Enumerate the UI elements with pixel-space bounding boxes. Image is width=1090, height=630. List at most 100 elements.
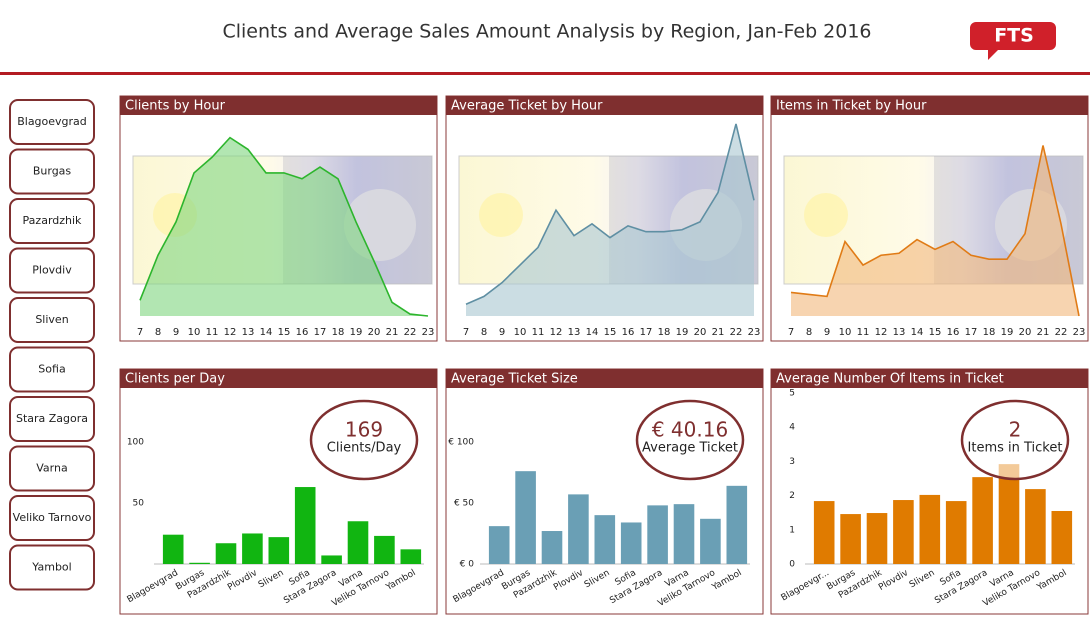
region-button[interactable]: Sofia — [9, 346, 95, 393]
bar — [813, 501, 835, 564]
region-button[interactable]: Burgas — [9, 148, 95, 195]
region-button[interactable]: Varna — [9, 445, 95, 492]
annotation-value: € 40.16 — [652, 418, 728, 442]
chart-panel: Average Ticket by Hour 7 8 9 10 11 12 13 14 15 16 1… — [445, 95, 764, 342]
x-tick-label: 22 — [404, 327, 417, 338]
panel-header — [120, 96, 437, 115]
line — [465, 123, 755, 305]
x-tick-label: 10 — [839, 327, 852, 338]
bar — [242, 533, 263, 564]
button-label[interactable]: Yambol — [31, 561, 71, 574]
bar — [594, 515, 616, 564]
y-tick-label: 50 — [133, 498, 145, 508]
bar — [374, 535, 395, 564]
panel-header — [446, 96, 763, 115]
button-frame[interactable] — [9, 346, 95, 393]
x-tick-label: 11 — [532, 327, 545, 338]
region-button[interactable]: Plovdiv — [9, 247, 95, 294]
x-tick-label: 12 — [224, 327, 237, 338]
bar — [347, 521, 369, 564]
button-frame[interactable] — [9, 495, 95, 541]
x-tick-label: 23 — [422, 327, 435, 338]
chart-panel: Items in Ticket by Hour 7 8 9 10 11 12 13 14 15 16… — [770, 95, 1089, 342]
x-tick-label: 17 — [314, 327, 327, 338]
button-label[interactable]: Stara Zagora — [16, 412, 88, 425]
x-tick-label: 15 — [278, 327, 291, 338]
button-frame[interactable] — [9, 445, 95, 492]
chart-panel: Clients per Day50100BlagoevgradBurgasPaz… — [119, 368, 438, 615]
panel-title: Clients by Hour — [125, 99, 226, 114]
x-tick-label: 19 — [676, 327, 689, 338]
bar — [321, 555, 342, 564]
bar — [568, 494, 589, 564]
region-button[interactable]: Pazardzhik — [9, 198, 95, 244]
bar — [945, 501, 967, 564]
button-frame[interactable] — [9, 297, 95, 343]
x-tick-label: 13 — [568, 327, 581, 338]
x-tick-label: 18 — [983, 327, 996, 338]
button-label[interactable]: Burgas — [33, 165, 72, 178]
x-tick-label: 17 — [965, 327, 978, 338]
bar — [620, 522, 642, 564]
bar — [541, 531, 563, 564]
area — [466, 123, 754, 316]
annotation-ring — [960, 399, 1070, 481]
region-button[interactable]: Stara Zagora — [9, 396, 95, 442]
x-tick-label: 17 — [640, 327, 653, 338]
button-label[interactable]: Blagoevgrad — [17, 115, 87, 128]
bar — [488, 526, 510, 564]
button-label[interactable]: Sliven — [35, 313, 68, 326]
x-tick-label: 13 — [242, 327, 255, 338]
x-tick-label: 9 — [824, 327, 830, 338]
bar — [972, 477, 993, 564]
area — [140, 137, 428, 316]
x-tick-label: 13 — [893, 327, 906, 338]
x-tick-label: 11 — [206, 327, 219, 338]
bar — [400, 549, 422, 564]
x-tick-label: 20 — [1019, 327, 1032, 338]
region-button[interactable]: Yambol — [9, 544, 95, 591]
button-frame[interactable] — [9, 544, 95, 591]
x-tick-label: 9 — [499, 327, 505, 338]
button-frame[interactable] — [9, 247, 95, 294]
panel-header — [120, 369, 437, 388]
x-tick-label: 7 — [788, 327, 794, 338]
panel-title: Average Ticket Size — [451, 372, 578, 387]
x-tick-label: 22 — [1055, 327, 1068, 338]
x-tick-label: 14 — [586, 327, 599, 338]
bar — [268, 537, 290, 564]
x-tick-label: 7 — [137, 327, 143, 338]
bar — [840, 514, 861, 564]
x-tick-label: 8 — [806, 327, 812, 338]
bar — [673, 504, 695, 564]
region-button[interactable]: Sliven — [9, 297, 95, 343]
annotation-ring — [635, 399, 745, 481]
x-tick-label: 21 — [386, 327, 399, 338]
bar — [998, 464, 1020, 564]
button-label[interactable]: Sofia — [38, 363, 65, 376]
button-label[interactable]: Pazardzhik — [23, 214, 83, 227]
bar — [215, 543, 237, 564]
x-tick-label: 11 — [857, 327, 870, 338]
button-label[interactable]: Veliko Tarnovo — [13, 511, 92, 524]
button-frame[interactable] — [9, 99, 95, 145]
x-tick-label: 16 — [296, 327, 309, 338]
annotation-label: Clients/Day — [327, 441, 402, 456]
y-tick-label: 2 — [789, 491, 795, 501]
sun — [804, 193, 848, 237]
region-button[interactable]: Blagoevgrad — [9, 99, 95, 145]
bar — [162, 534, 184, 564]
button-frame[interactable] — [9, 198, 95, 244]
button-frame[interactable] — [9, 148, 95, 195]
logo: FTS — [994, 25, 1034, 47]
bar — [1025, 489, 1046, 564]
button-label[interactable]: Plovdiv — [32, 264, 72, 277]
x-tick-label: 10 — [514, 327, 527, 338]
region-button[interactable]: Veliko Tarnovo — [9, 495, 95, 541]
bar — [189, 562, 210, 564]
button-label[interactable]: Varna — [36, 462, 67, 475]
y-tick-label: 100 — [127, 437, 144, 447]
x-tick-label: 21 — [1037, 327, 1050, 338]
button-frame[interactable] — [9, 396, 95, 442]
